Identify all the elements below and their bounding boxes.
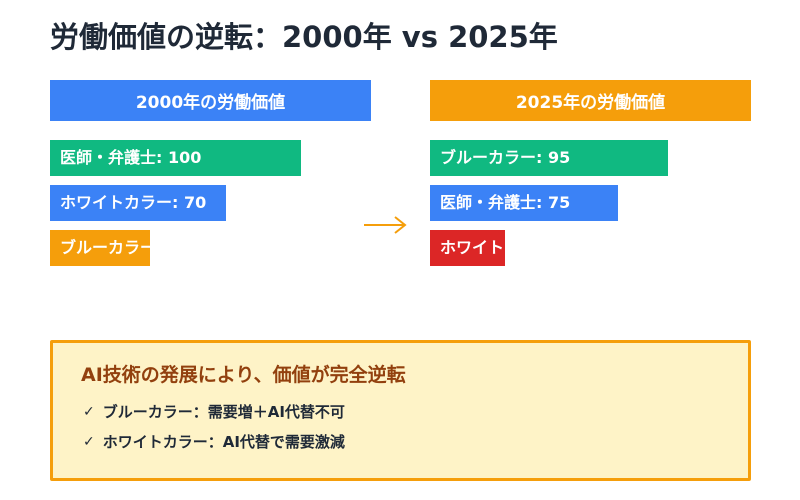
panel-title-2000: 2000年の労働価値	[135, 93, 286, 113]
page-title: 労働価値の逆転：2000年 vs 2025年	[50, 20, 558, 54]
bar-label: ホワイトカラー: 70	[60, 193, 207, 212]
bar-2000-2: ホワイトカラー: 70	[50, 185, 226, 221]
callout-item: ✓ ホワイトカラー：AI代替で需要激減	[83, 431, 345, 452]
callout-title: AI技術の発展により、価値が完全逆転	[81, 364, 406, 386]
right-arrow-icon	[364, 216, 407, 234]
panel-header-2000: 2000年の労働価値	[50, 80, 371, 121]
check-icon: ✓	[83, 403, 95, 420]
callout-item-text: ホワイトカラー：AI代替で需要激減	[102, 433, 345, 451]
panel-title-2025: 2025年の労働価値	[515, 93, 666, 113]
check-icon: ✓	[83, 433, 95, 450]
bar-2000-3: ブルーカラー: 40	[50, 230, 150, 266]
bar-label: ホワイトカラー: 30	[440, 238, 505, 257]
callout-item-text: ブルーカラー：需要増＋AI代替不可	[102, 403, 345, 421]
bar-label: 医師・弁護士: 100	[60, 148, 202, 167]
panel-header-2025: 2025年の労働価値	[430, 80, 751, 121]
callout-item: ✓ ブルーカラー：需要増＋AI代替不可	[83, 401, 345, 422]
callout-box: AI技術の発展により、価値が完全逆転 ✓ ブルーカラー：需要増＋AI代替不可 ✓…	[50, 340, 751, 481]
bar-2025-3: ホワイトカラー: 30	[430, 230, 505, 266]
bar-label: ブルーカラー: 40	[60, 238, 150, 257]
bar-label: 医師・弁護士: 75	[440, 193, 571, 212]
bar-2025-1: ブルーカラー: 95	[430, 140, 668, 176]
bar-label: ブルーカラー: 95	[440, 148, 571, 167]
bar-2025-2: 医師・弁護士: 75	[430, 185, 618, 221]
bar-2000-1: 医師・弁護士: 100	[50, 140, 301, 176]
